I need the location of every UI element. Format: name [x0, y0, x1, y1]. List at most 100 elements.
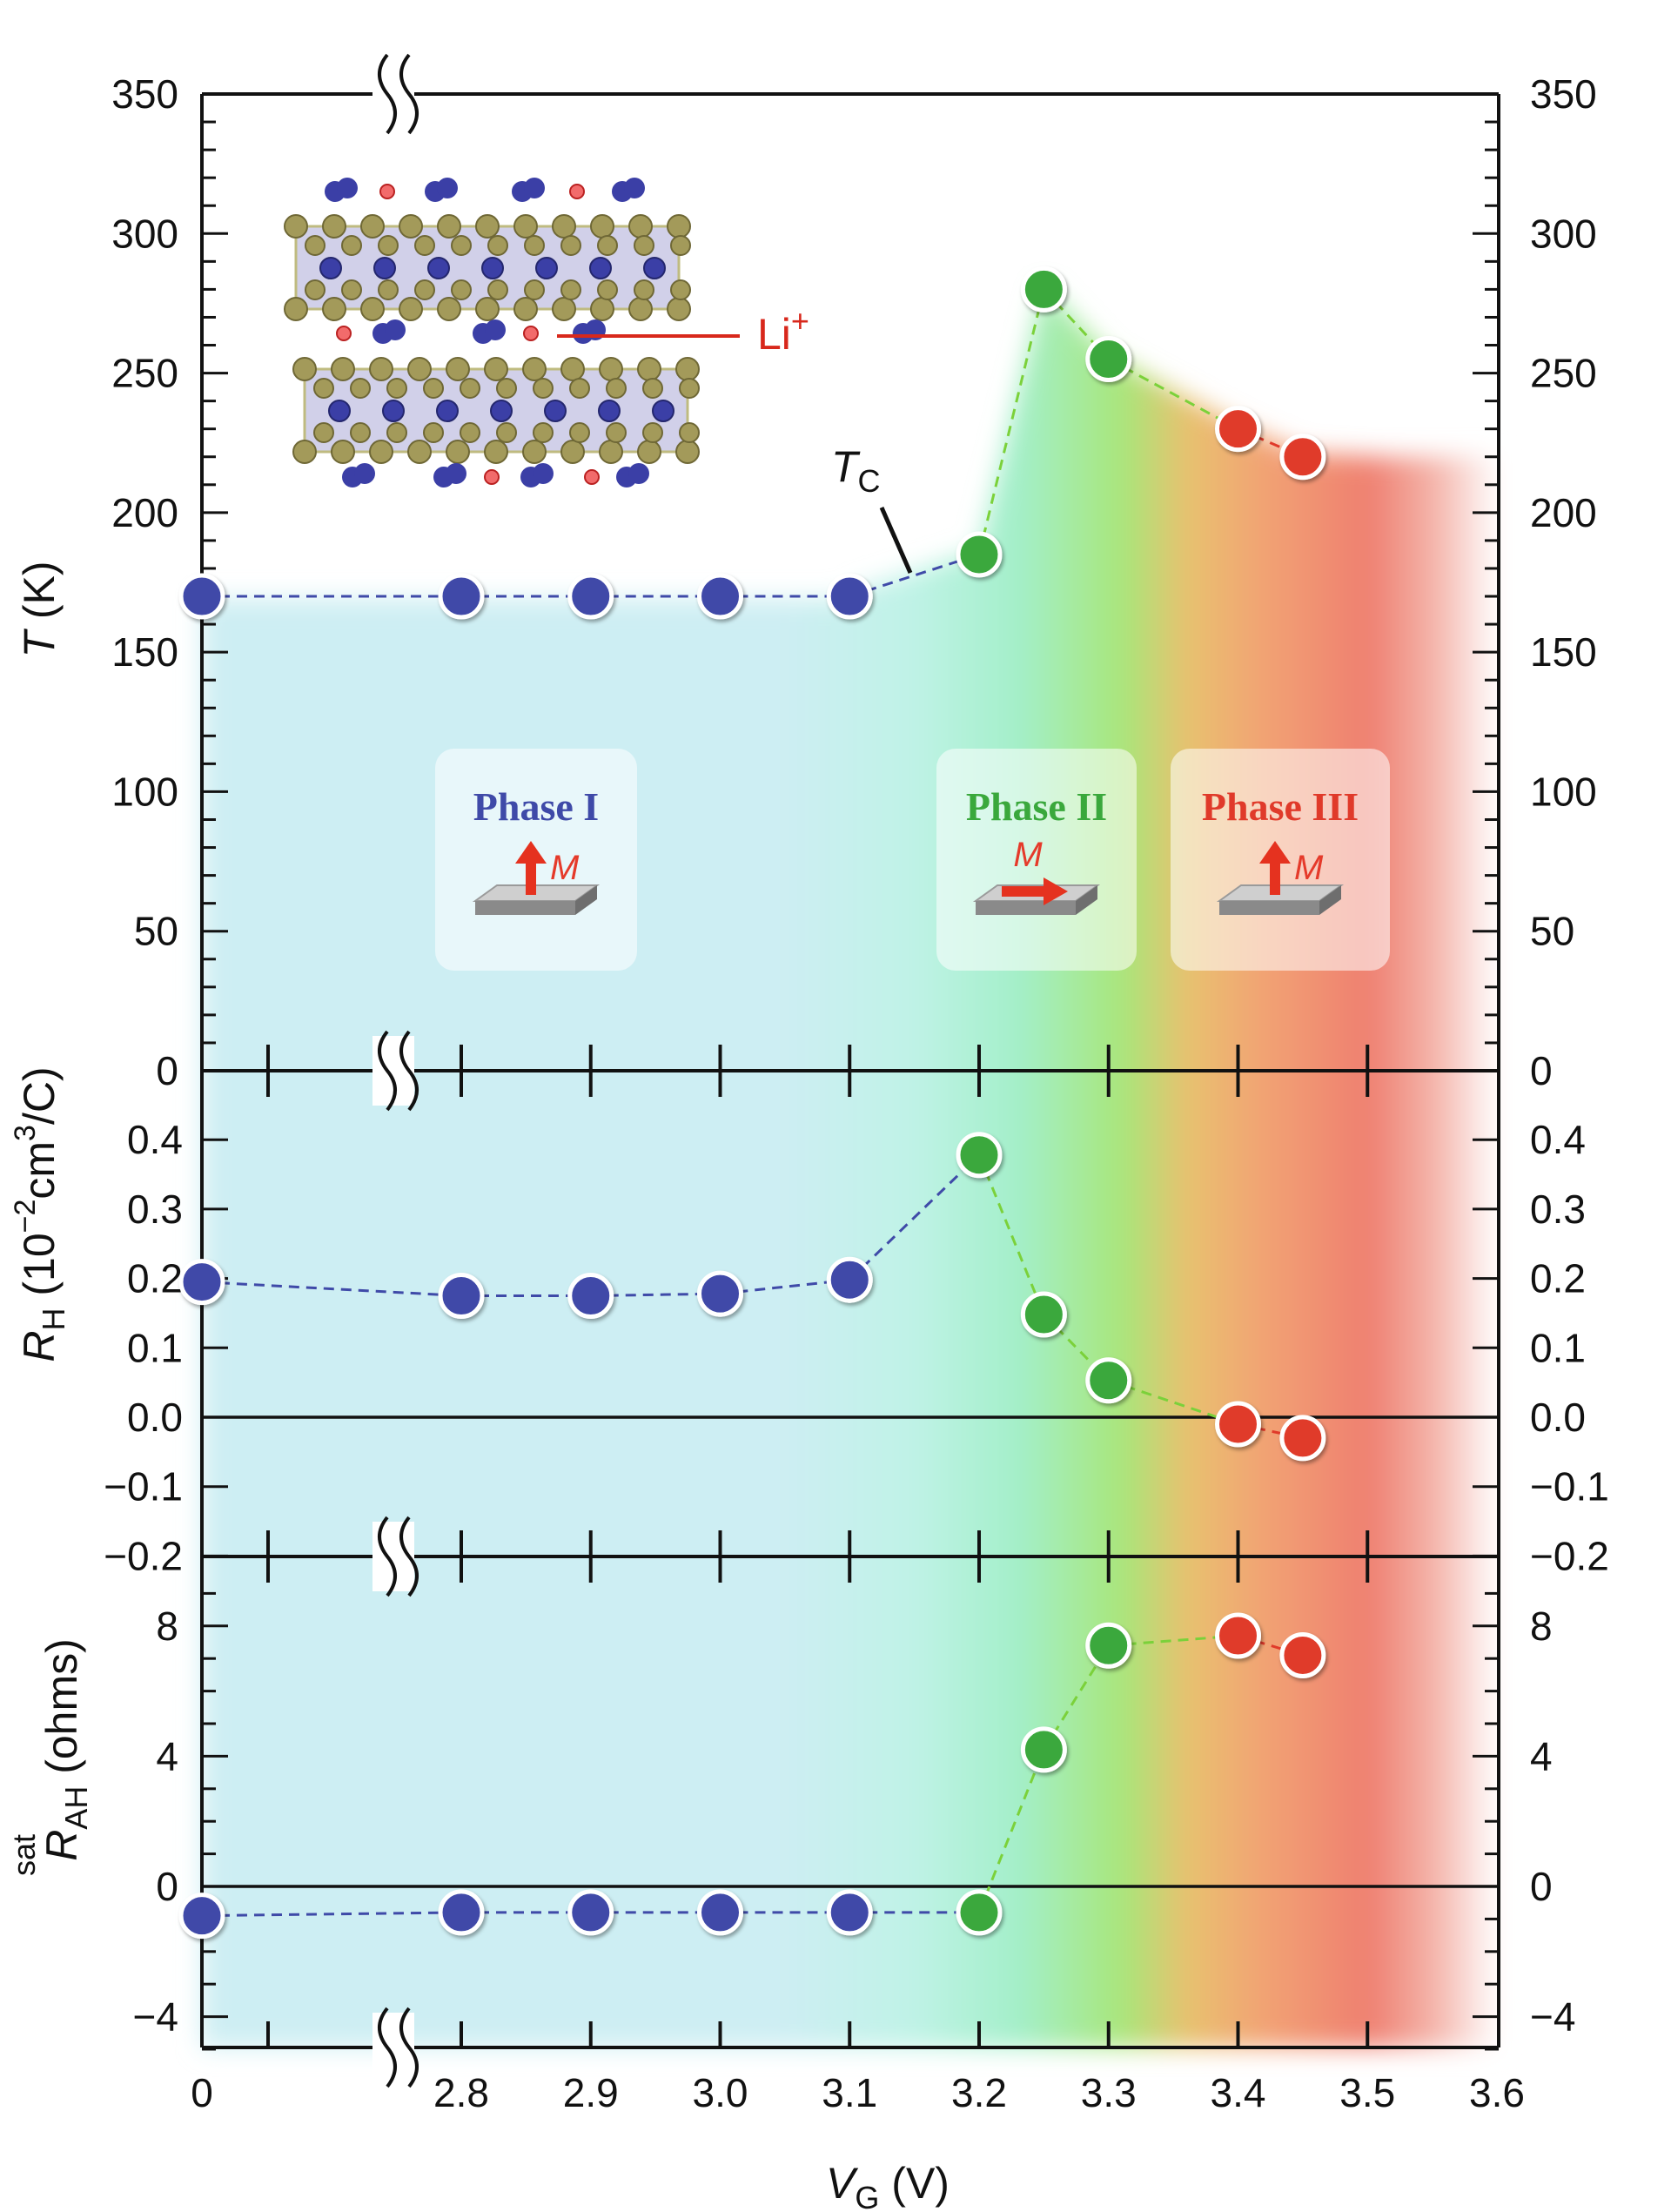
atom-te	[360, 214, 385, 239]
tc-annotation: TC	[831, 442, 913, 575]
data-point-rah-phase-III	[1279, 1631, 1326, 1678]
y-tick-label-left: 0	[156, 1864, 178, 1909]
atom-te	[378, 235, 399, 256]
atom-te	[284, 297, 308, 321]
axis-break-icon	[399, 53, 419, 135]
atom-te	[552, 297, 576, 321]
atom-te	[451, 279, 472, 300]
phase-background	[202, 285, 1499, 2047]
x-tick-label: 3.4	[1211, 2070, 1266, 2115]
y-tick-label-left: −0.1	[104, 1464, 183, 1509]
y-tick-label-left: 100	[111, 769, 178, 814]
magnetization-arrow-shaft	[1270, 862, 1280, 895]
data-point-tc-phase-II	[1085, 336, 1132, 383]
y-axis-title-sat-superscript: sat	[6, 1834, 42, 1876]
magnetization-label: M	[1294, 849, 1324, 887]
y-tick-label-right: 0.1	[1530, 1325, 1586, 1370]
data-point-rah-phase-II	[1020, 1726, 1067, 1773]
atom-te	[590, 297, 614, 321]
atom-te	[675, 357, 700, 381]
y-axis-title-temperature: T (K)	[15, 561, 64, 657]
data-point-rah-phase-III	[1215, 1612, 1261, 1659]
connector-line-rah	[201, 1911, 462, 1918]
magnetization-arrow-icon	[1044, 877, 1068, 905]
axis-break-icon	[399, 1516, 419, 1597]
data-point-rah-phase-I	[567, 1889, 614, 1936]
data-point-rh-phase-III	[1215, 1401, 1261, 1448]
atom-te	[350, 422, 371, 443]
atom-te	[522, 357, 547, 381]
data-point-rh-phase-II	[1085, 1357, 1132, 1404]
crystal-structure-inset	[284, 178, 700, 487]
y-tick-label-right: 8	[1530, 1604, 1553, 1649]
data-point-rah-phase-II	[956, 1889, 1003, 1936]
y-tick-label-left: 150	[111, 629, 178, 675]
magnetization-label: M	[550, 849, 580, 887]
atom-fe	[490, 400, 513, 422]
li-ion	[523, 326, 539, 341]
atom-te	[322, 214, 346, 239]
atom-te	[484, 357, 508, 381]
data-point-rah-phase-I	[178, 1893, 225, 1940]
li-ion	[336, 326, 352, 341]
y-tick-label-right: 50	[1530, 909, 1574, 954]
y-tick-label-right: 150	[1530, 629, 1597, 675]
y-tick-label-left: 4	[156, 1733, 178, 1778]
atom-te	[560, 235, 581, 256]
atom-te	[513, 214, 538, 239]
sample-slab-side	[1319, 885, 1341, 915]
li-ion	[484, 469, 500, 485]
atom-te	[560, 357, 585, 381]
y-tick-label-right: 0.4	[1530, 1117, 1586, 1162]
y-tick-label-right: −0.1	[1530, 1464, 1609, 1509]
atom-ge	[624, 178, 645, 198]
data-point-tc-phase-I	[178, 573, 225, 620]
phase-box-2: Phase II M	[936, 749, 1137, 971]
atom-te	[560, 279, 581, 300]
atom-te	[484, 440, 508, 464]
atom-te	[378, 279, 399, 300]
atom-te	[670, 279, 691, 300]
atom-te	[386, 422, 407, 443]
atom-te	[628, 297, 653, 321]
connector-line-rah	[977, 1749, 1045, 1913]
phase-box-bg	[936, 749, 1137, 971]
y-tick-label-right: 200	[1530, 490, 1597, 535]
data-point-tc-phase-I	[438, 573, 485, 620]
atom-te	[414, 235, 435, 256]
connector-line-rh	[201, 1281, 462, 1298]
atom-te	[341, 279, 362, 300]
data-point-tc-phase-II	[956, 531, 1003, 578]
sample-slab-side	[575, 885, 597, 915]
magnetization-arrow-icon	[1259, 841, 1291, 864]
atom-te	[667, 214, 691, 239]
axis-break-icon	[378, 1516, 397, 1597]
atom-te	[451, 235, 472, 256]
atom-te	[350, 378, 371, 399]
li-ion-pointer: Li+	[557, 303, 809, 359]
atom-te	[399, 214, 423, 239]
atom-te	[569, 378, 590, 399]
y-tick-label-right: 0	[1530, 1864, 1553, 1909]
li-ion	[379, 184, 395, 199]
atom-te	[407, 440, 432, 464]
atom-te	[634, 235, 654, 256]
atom-fe	[535, 257, 558, 279]
atom-te	[606, 422, 627, 443]
x-tick-label: 3.0	[693, 2070, 748, 2115]
atom-te	[292, 357, 317, 381]
atom-te	[460, 378, 480, 399]
y-tick-label-left: 0.2	[127, 1256, 183, 1301]
connector-line-rh	[977, 1154, 1045, 1315]
atom-te	[475, 297, 500, 321]
atom-te	[637, 357, 661, 381]
atom-te	[670, 235, 691, 256]
atom-te	[637, 440, 661, 464]
atom-te	[407, 357, 432, 381]
y-axis-title-hall: RH (10−2cm3/C)	[9, 1066, 71, 1361]
y-tick-label-right: 0.2	[1530, 1256, 1586, 1301]
svg-text:RAH (ohms): RAH (ohms)	[37, 1638, 94, 1861]
x-tick-label: 3.5	[1339, 2070, 1395, 2115]
phase-box-1: Phase I M	[435, 749, 637, 971]
